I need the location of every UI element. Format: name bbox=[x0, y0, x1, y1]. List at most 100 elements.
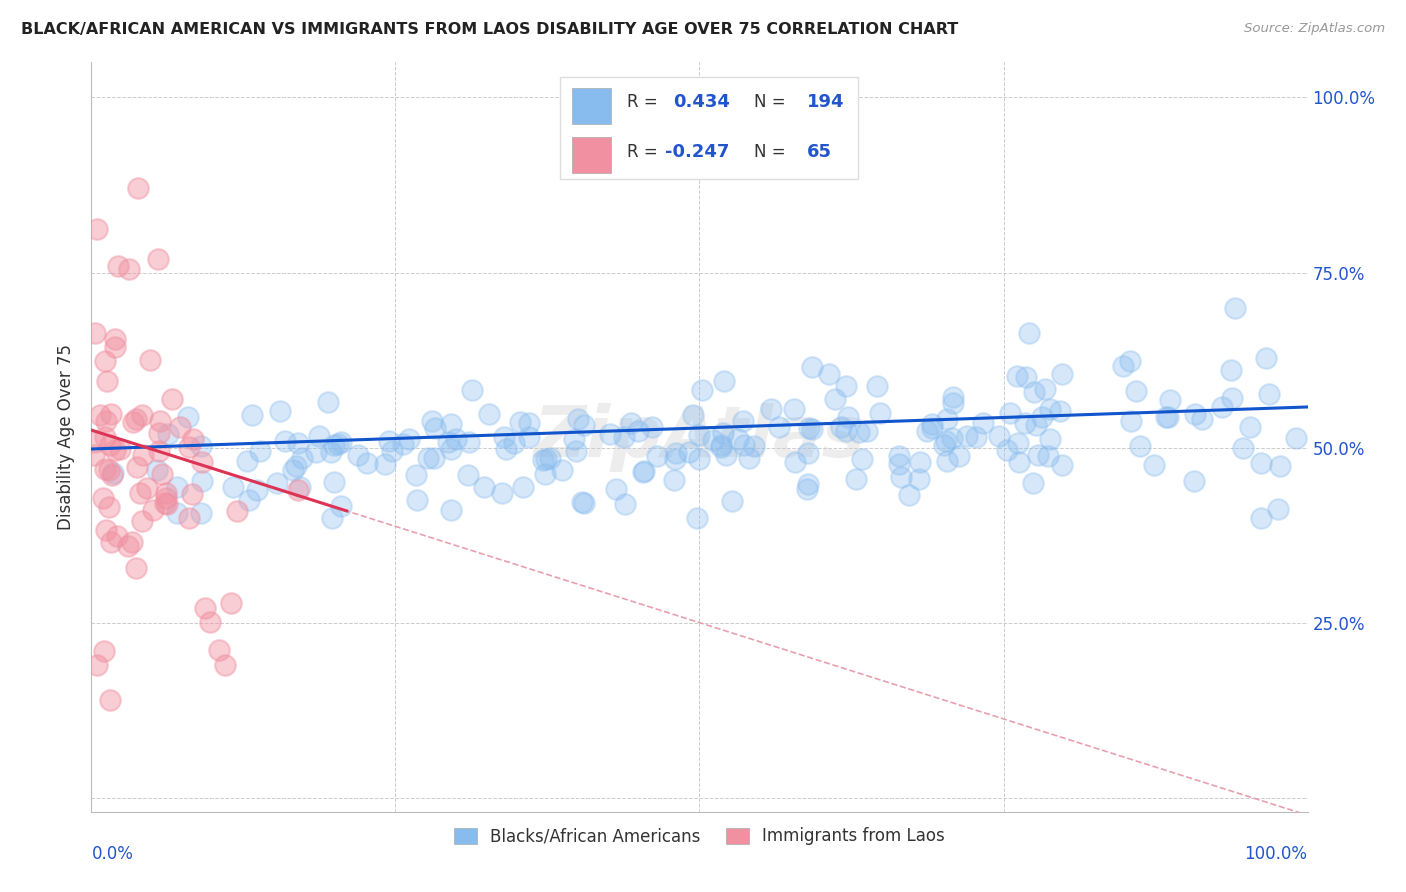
Point bbox=[1211, 400, 1233, 414]
Point bbox=[89, 409, 111, 423]
Point bbox=[1250, 456, 1272, 470]
Point bbox=[288, 480, 311, 494]
Point bbox=[190, 507, 212, 521]
Point bbox=[83, 448, 105, 462]
Point bbox=[818, 367, 841, 381]
Point bbox=[856, 424, 879, 438]
Text: 65: 65 bbox=[807, 144, 831, 161]
Point bbox=[226, 503, 249, 517]
Point bbox=[148, 444, 170, 458]
Point bbox=[347, 448, 370, 462]
Point bbox=[391, 437, 413, 451]
Point bbox=[238, 493, 260, 508]
Text: R =: R = bbox=[627, 144, 662, 161]
Point bbox=[330, 499, 353, 513]
Point bbox=[93, 643, 115, 657]
Point bbox=[156, 427, 179, 442]
Point bbox=[1184, 407, 1206, 421]
Point bbox=[972, 416, 994, 430]
Text: 100.0%: 100.0% bbox=[1244, 846, 1308, 863]
Point bbox=[1285, 431, 1308, 445]
Point bbox=[835, 379, 858, 393]
Point bbox=[125, 460, 148, 475]
Point bbox=[104, 332, 127, 346]
Point bbox=[1157, 410, 1180, 425]
Point bbox=[236, 454, 259, 468]
Point bbox=[127, 181, 149, 195]
Point bbox=[135, 481, 157, 495]
Point bbox=[796, 477, 818, 491]
Point bbox=[688, 427, 710, 442]
Point bbox=[150, 467, 173, 482]
Point bbox=[246, 483, 269, 497]
Point bbox=[321, 510, 343, 524]
Point bbox=[138, 353, 160, 368]
Point bbox=[155, 491, 177, 505]
Point bbox=[418, 451, 440, 466]
Point bbox=[222, 480, 245, 494]
FancyBboxPatch shape bbox=[572, 136, 610, 172]
Point bbox=[148, 252, 170, 266]
Point bbox=[941, 431, 963, 445]
Point bbox=[439, 442, 461, 457]
Point bbox=[94, 461, 117, 475]
Point bbox=[177, 409, 200, 424]
Point bbox=[538, 451, 561, 466]
Point bbox=[1008, 455, 1031, 469]
Point bbox=[690, 384, 713, 398]
Point bbox=[117, 539, 139, 553]
Point bbox=[502, 435, 524, 450]
Point bbox=[956, 429, 979, 443]
Point bbox=[491, 485, 513, 500]
Point bbox=[1031, 409, 1053, 424]
Point bbox=[517, 416, 540, 430]
Point bbox=[125, 561, 148, 575]
Point bbox=[848, 425, 870, 440]
Point bbox=[682, 408, 704, 422]
Point bbox=[1223, 301, 1246, 315]
Point bbox=[457, 435, 479, 450]
Point bbox=[1191, 411, 1213, 425]
Legend: Blacks/African Americans, Immigrants from Laos: Blacks/African Americans, Immigrants fro… bbox=[447, 821, 952, 852]
Point bbox=[181, 486, 204, 500]
Point bbox=[100, 408, 122, 422]
Point bbox=[702, 433, 724, 447]
Text: R =: R = bbox=[627, 93, 662, 111]
Point bbox=[519, 430, 541, 444]
Point bbox=[1250, 510, 1272, 524]
Point bbox=[727, 432, 749, 446]
Point bbox=[686, 510, 709, 524]
Point bbox=[492, 430, 515, 444]
Point bbox=[942, 390, 965, 404]
Text: N =: N = bbox=[754, 93, 792, 111]
Point bbox=[101, 466, 124, 480]
Point bbox=[731, 414, 754, 428]
Point bbox=[98, 500, 121, 514]
Point bbox=[444, 432, 467, 446]
Point bbox=[1268, 458, 1291, 473]
Point bbox=[437, 435, 460, 450]
Point bbox=[94, 430, 117, 444]
Point bbox=[1025, 418, 1047, 433]
Point bbox=[889, 458, 911, 472]
Point bbox=[86, 222, 108, 236]
Point bbox=[148, 426, 170, 441]
Point bbox=[319, 445, 342, 459]
Point bbox=[101, 468, 124, 483]
Point bbox=[422, 451, 444, 466]
Point bbox=[641, 420, 664, 434]
Point bbox=[562, 433, 585, 447]
Point bbox=[688, 452, 710, 467]
Point bbox=[613, 497, 636, 511]
Point bbox=[567, 412, 589, 426]
Point bbox=[131, 408, 153, 422]
Point bbox=[742, 439, 765, 453]
Point bbox=[96, 414, 118, 428]
Point bbox=[796, 482, 818, 496]
Point bbox=[710, 438, 733, 452]
Point bbox=[191, 474, 214, 488]
Point bbox=[266, 475, 288, 490]
Point bbox=[169, 419, 191, 434]
Point bbox=[460, 383, 482, 397]
Point bbox=[890, 469, 912, 483]
